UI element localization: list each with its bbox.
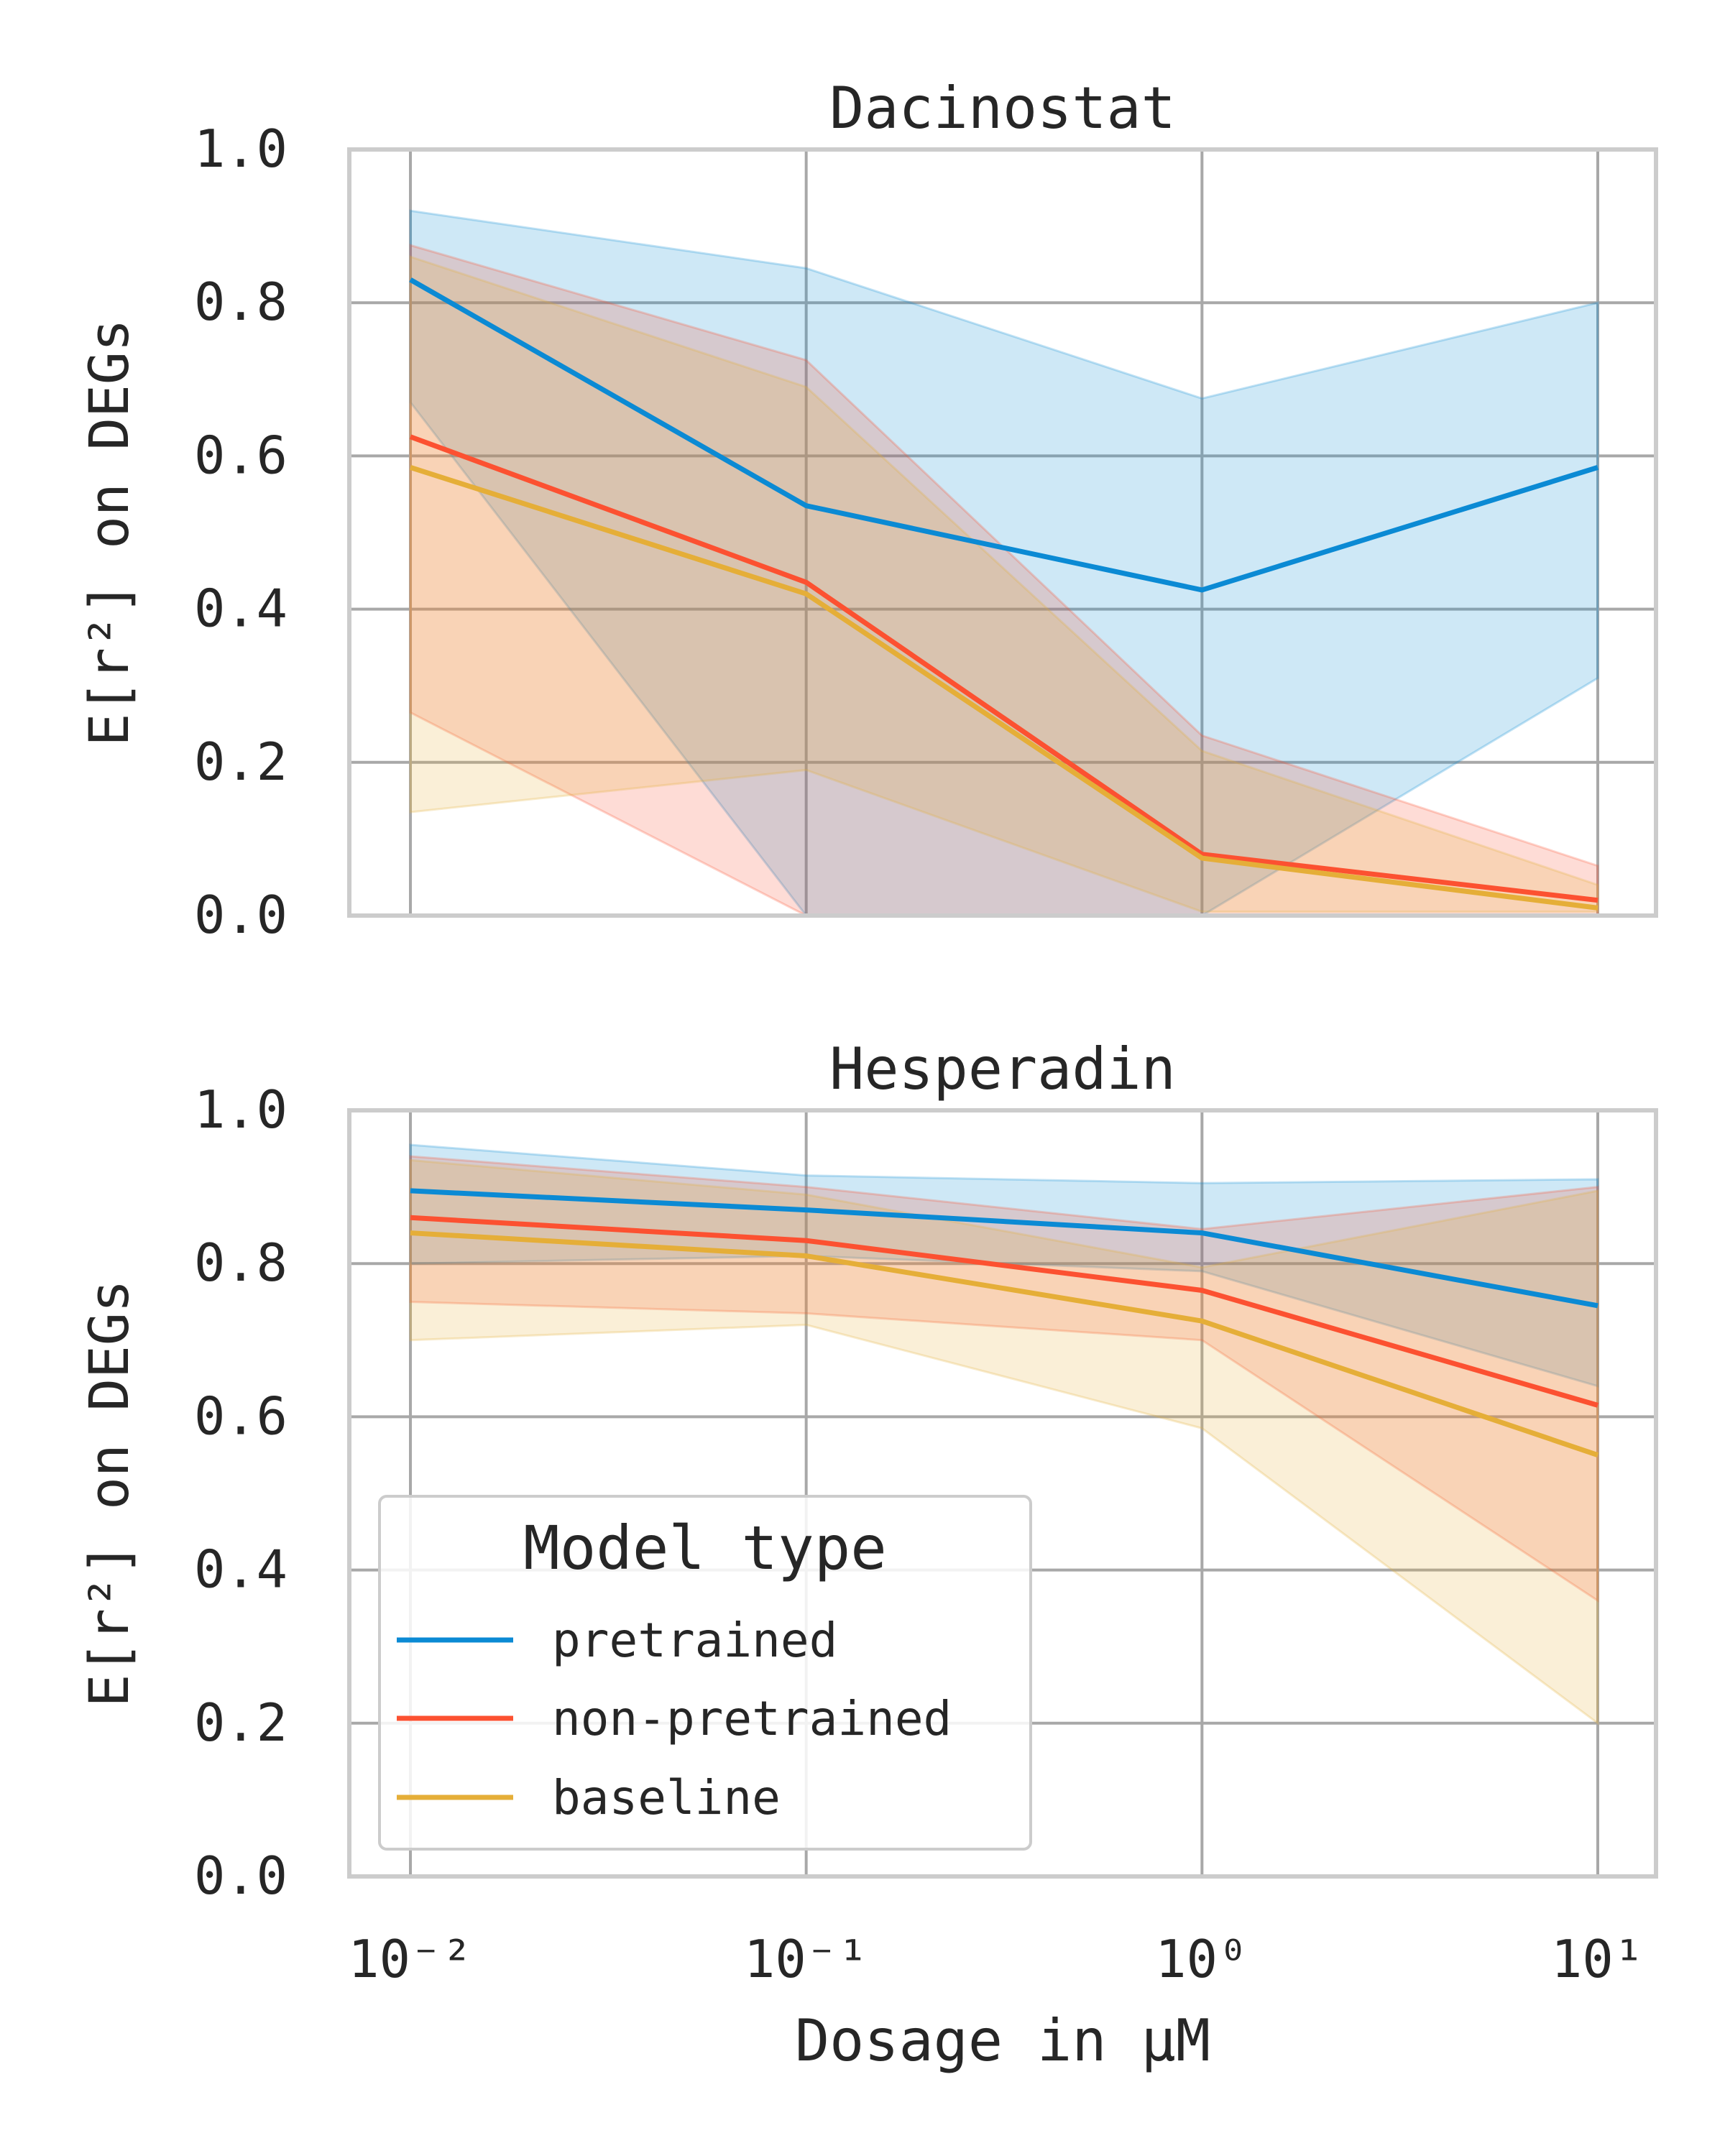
xtick-label: 10⁰: [1155, 1929, 1248, 1989]
xtick-label: 10¹: [1551, 1929, 1644, 1989]
legend-label-non-pretrained: non-pretrained: [552, 1691, 952, 1746]
line-non-pretrained: [410, 1215, 1598, 1408]
legend-box: [378, 1495, 1032, 1851]
panel-dacinostat: Dacinostat 0.0 0.2 0.4 0.6 0.8 1.0 E[r²] on DEG…: [77, 75, 1658, 945]
ytick-label: 0.0: [194, 885, 288, 945]
ytick-label: 0.2: [194, 732, 288, 792]
y-axis-label: E[r²] on DEGs: [77, 319, 141, 747]
ytick-label: 0.8: [194, 272, 288, 332]
line-pretrained: [409, 277, 1599, 593]
band-pretrained: [409, 209, 1599, 917]
ytick-label: 0.6: [194, 425, 288, 485]
ytick-label: 0.4: [194, 1539, 288, 1600]
ytick-label: 0.6: [194, 1386, 288, 1446]
ytick-label: 0.0: [194, 1846, 288, 1906]
chart-title: Hesperadin: [829, 1036, 1176, 1102]
legend-title: Model type: [523, 1513, 887, 1583]
y-axis-label: E[r²] on DEGs: [77, 1280, 141, 1708]
line-baseline: [409, 465, 1598, 911]
ytick-label: 1.0: [194, 119, 288, 179]
chart-title: Dacinostat: [829, 75, 1176, 142]
ytick-label: 0.8: [194, 1233, 288, 1293]
legend-label-baseline: baseline: [552, 1770, 781, 1825]
x-axis-label: Dosage in μM: [795, 2007, 1210, 2074]
band-non-pretrained: [409, 1155, 1599, 1603]
axes-frame: [347, 147, 1658, 918]
ytick-label: 0.4: [194, 579, 288, 639]
panel-hesperadin: Hesperadin 0.0 0.2 0.4 0.6 0.8 1.0 E[r²] on DEG…: [77, 1036, 1658, 2074]
legend: Model type pretrained non-pretrained bas…: [378, 1495, 1032, 1851]
ytick-label: 0.2: [194, 1692, 288, 1753]
xtick-label: 10⁻¹: [744, 1929, 868, 1989]
ytick-label: 1.0: [194, 1079, 288, 1140]
line-pretrained: [410, 1188, 1598, 1309]
xtick-label: 10⁻²: [348, 1929, 472, 1989]
line-baseline: [410, 1230, 1599, 1458]
line-non-pretrained: [409, 434, 1598, 903]
axes-frame: [347, 1108, 1658, 1879]
legend-label-pretrained: pretrained: [552, 1613, 837, 1668]
band-baseline: [409, 255, 1599, 913]
